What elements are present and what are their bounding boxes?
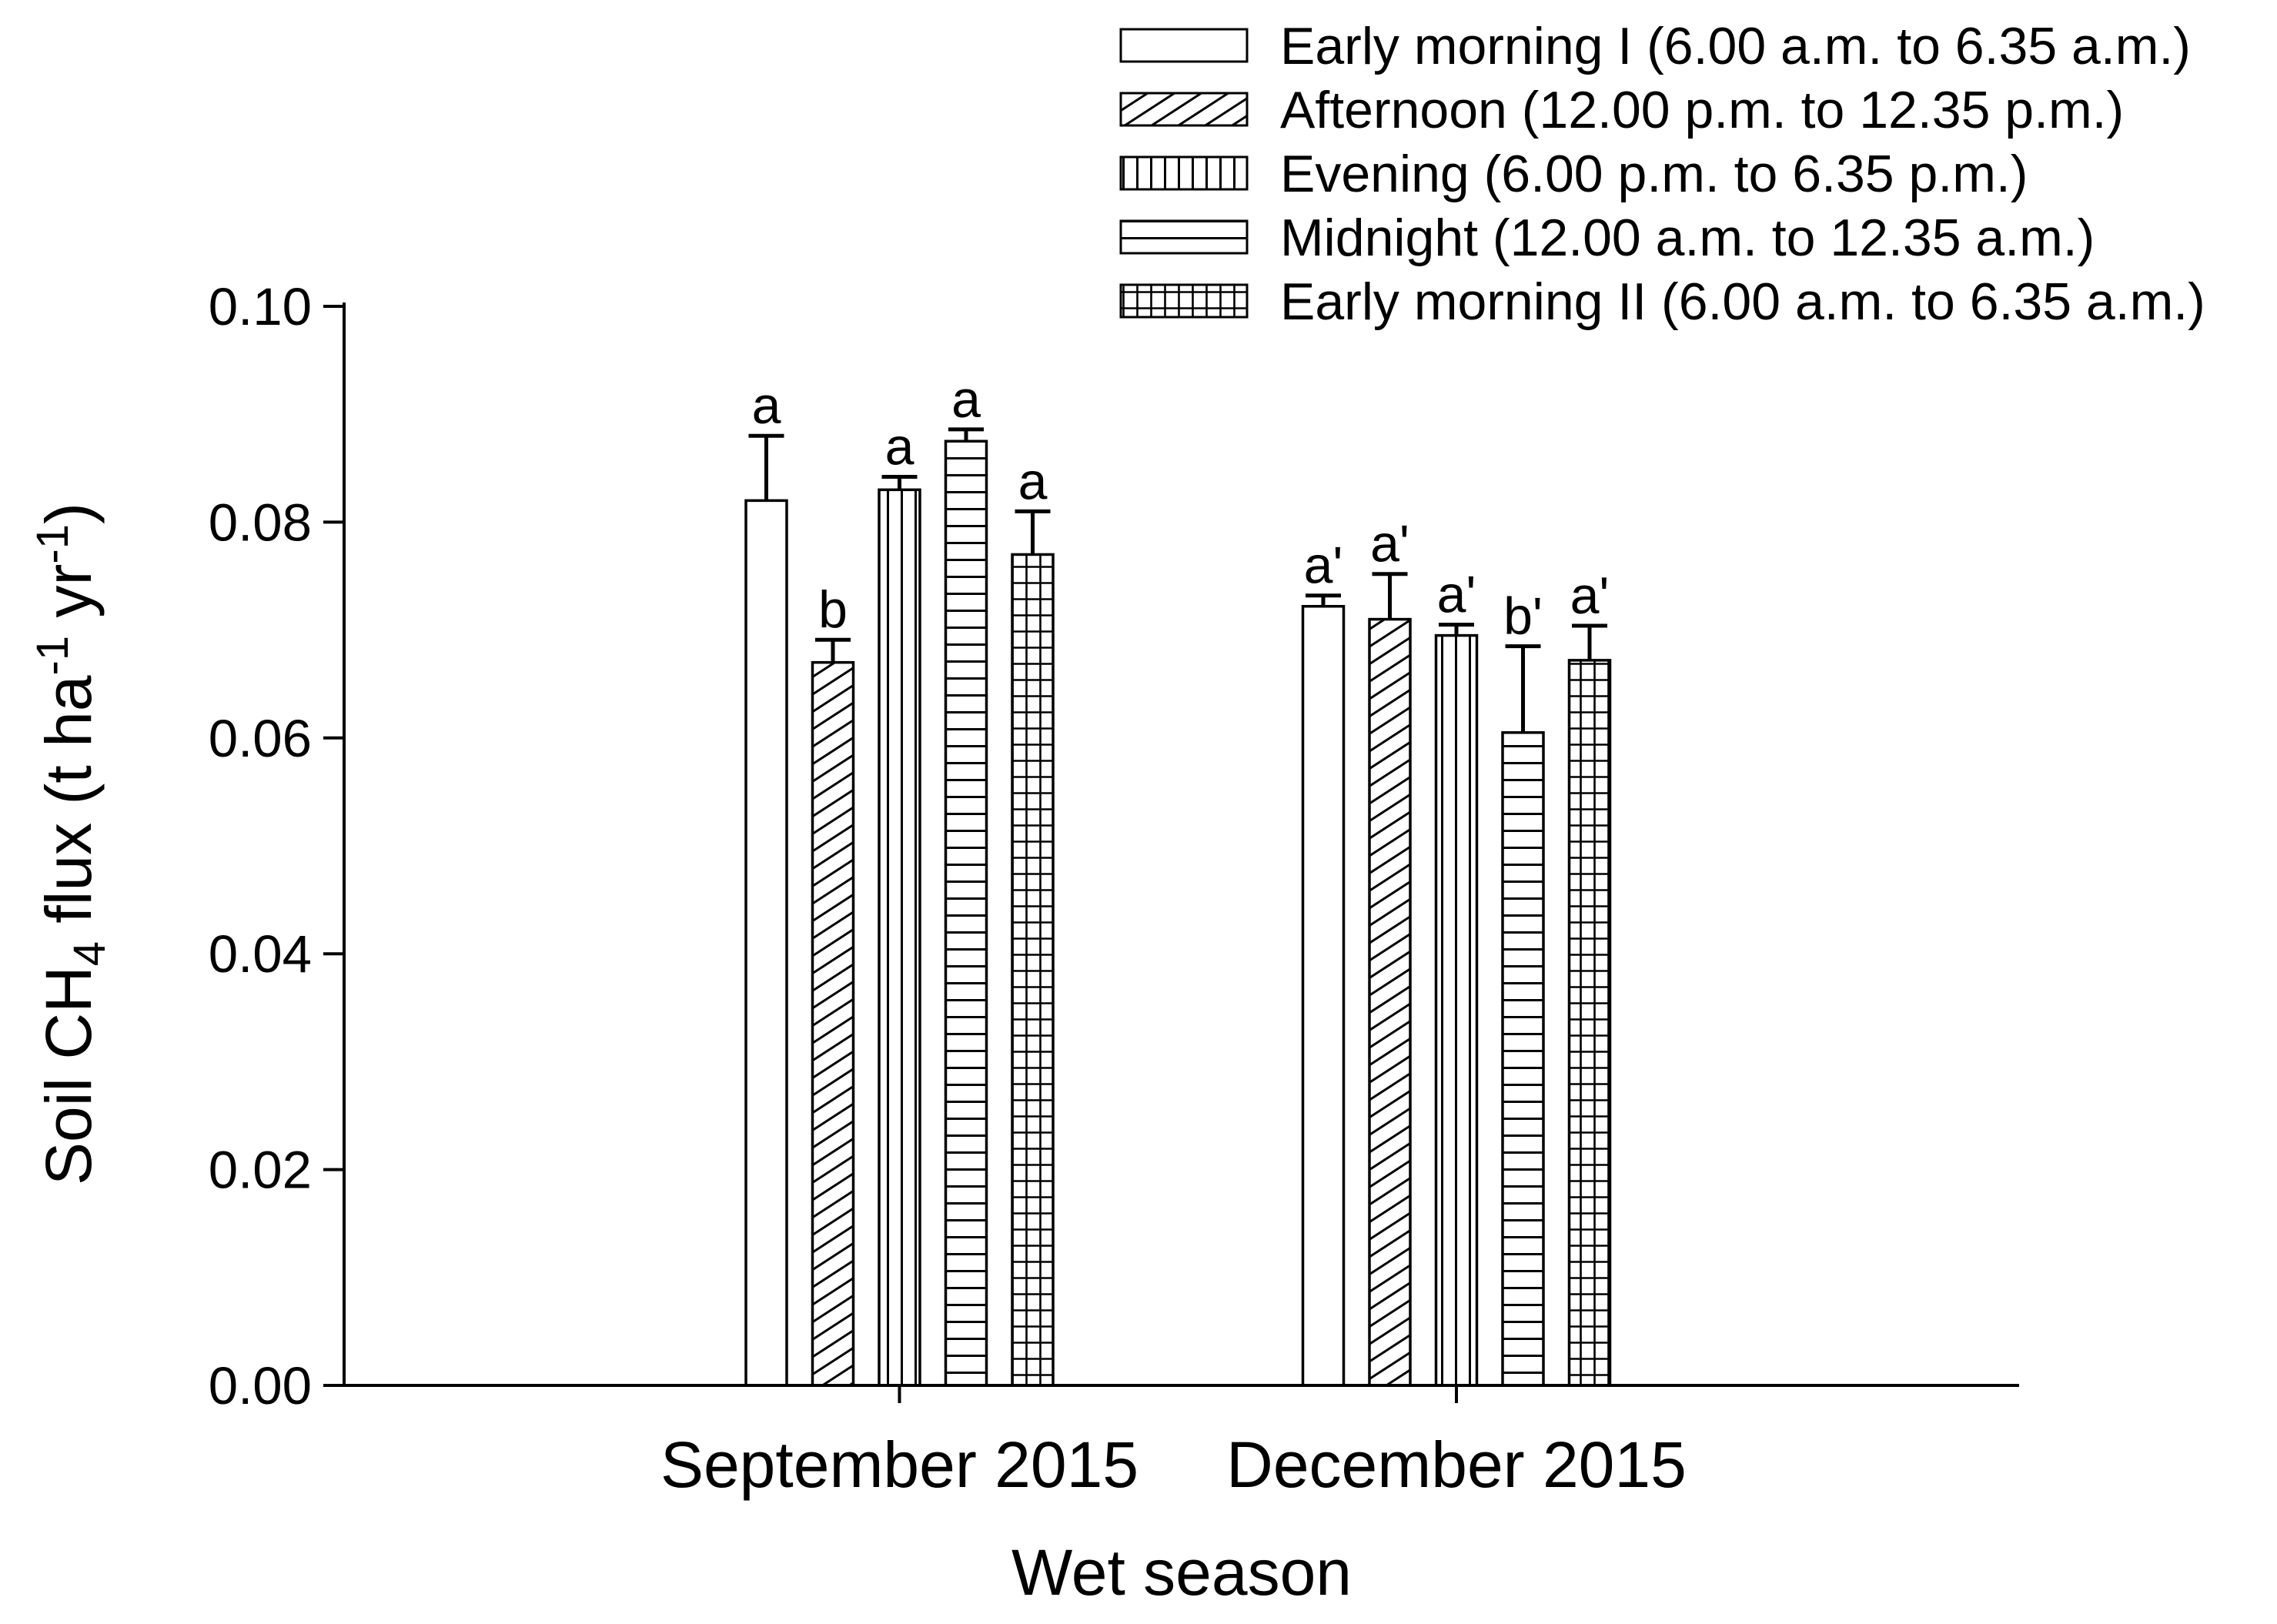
y-axis-title-part: flux (t ha <box>32 675 105 941</box>
y-tick-label: 0.06 <box>209 709 312 768</box>
legend-swatch-vertical-lines <box>1119 155 1249 191</box>
legend-swatch-horizontal-lines <box>1119 219 1249 255</box>
bar <box>1301 605 1346 1387</box>
y-tick-label: 0.10 <box>209 277 312 336</box>
legend-label: Afternoon (12.00 p.m. to 12.35 p.m.) <box>1280 81 2124 139</box>
bar <box>1368 617 1412 1387</box>
significance-letter: a <box>1018 452 1048 510</box>
x-axis-title: Wet season <box>1011 1536 1352 1609</box>
axes-group: 0.00 0.02 0.04 0.06 0.08 0.10 September 2015 De… <box>28 277 2019 1609</box>
significance-letter: b <box>818 580 848 639</box>
significance-letter: a <box>752 376 781 435</box>
significance-letter: a' <box>1304 536 1343 595</box>
significance-letter: b' <box>1503 587 1543 646</box>
legend: Early morning I (6.00 a.m. to 6.35 a.m.)… <box>1119 17 2205 331</box>
x-category-label: December 2015 <box>1226 1429 1687 1501</box>
bar <box>811 660 855 1387</box>
y-axis-title-part: -1 <box>28 524 78 564</box>
legend-swatch-plain <box>1119 28 1249 63</box>
bar <box>1011 553 1055 1387</box>
x-category-label: September 2015 <box>660 1429 1138 1501</box>
bar <box>1567 659 1612 1387</box>
bar <box>1434 633 1479 1387</box>
y-tick-label: 0.00 <box>209 1356 312 1415</box>
bars-group: a a' b a' a a' a b' a a' <box>744 370 1612 1387</box>
y-axis-title-part: 4 <box>65 941 115 966</box>
y-tick-label: 0.02 <box>209 1141 312 1200</box>
significance-letter: a <box>951 370 981 429</box>
bar <box>878 488 921 1387</box>
significance-letter: a' <box>1370 515 1409 573</box>
y-tick-label: 0.08 <box>209 493 312 552</box>
legend-swatch-diagonal-hatch <box>1119 92 1249 127</box>
bar <box>1501 731 1545 1387</box>
y-tick-label: 0.04 <box>209 924 312 984</box>
legend-label: Early morning I (6.00 a.m. to 6.35 a.m.) <box>1280 17 2191 75</box>
significance-letter: a <box>885 418 914 476</box>
legend-label: Evening (6.00 p.m. to 6.35 p.m.) <box>1280 145 2028 203</box>
y-axis-title: Soil CH4 flux (t ha-1 yr-1) <box>28 503 115 1185</box>
y-axis-title-part: Soil CH <box>32 966 105 1185</box>
bar <box>744 499 788 1387</box>
legend-swatch-grid <box>1119 283 1249 319</box>
y-axis-title-part: -1 <box>28 636 78 676</box>
legend-label: Midnight (12.00 a.m. to 12.35 a.m.) <box>1280 209 2095 267</box>
legend-label: Early morning II (6.00 a.m. to 6.35 a.m.… <box>1280 272 2205 331</box>
y-axis-title-part: ) <box>32 503 105 524</box>
significance-letter: a' <box>1570 566 1610 625</box>
bar <box>944 439 988 1387</box>
y-axis-title-part: yr <box>32 564 105 636</box>
significance-letter: a' <box>1437 566 1476 624</box>
